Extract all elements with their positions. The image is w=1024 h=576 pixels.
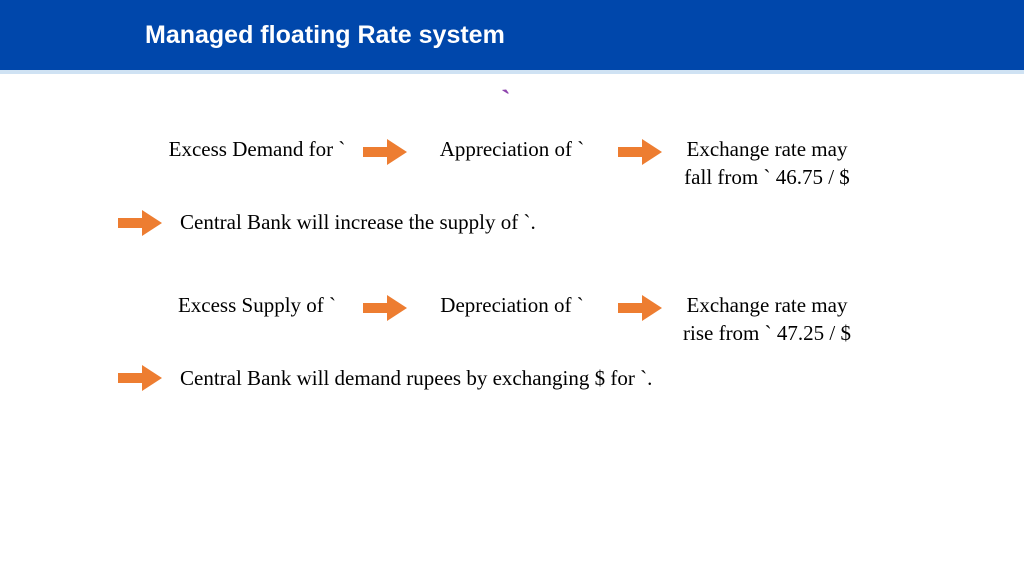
conclusion-row-1: Central Bank will increase the supply of… <box>0 210 1024 236</box>
flow2-conclusion: Central Bank will demand rupees by excha… <box>180 366 652 391</box>
arrow-icon <box>357 291 412 321</box>
arrow-icon <box>115 365 165 391</box>
flow1-conclusion: Central Bank will increase the supply of… <box>180 210 536 235</box>
flow1-box3: Exchange rate may fall from ` 46.75 / $ <box>677 135 857 192</box>
flow2-box1: Excess Supply of ` <box>167 291 347 319</box>
arrow-icon <box>612 291 667 321</box>
arrow-icon <box>357 135 412 165</box>
slide-header: Managed floating Rate system <box>0 0 1024 70</box>
accent-glyph: ` <box>501 85 513 118</box>
conclusion-row-2: Central Bank will demand rupees by excha… <box>0 365 1024 391</box>
flow2-box2: Depreciation of ` <box>422 291 602 319</box>
flow-row-2: Excess Supply of ` Depreciation of ` Exc… <box>0 291 1024 348</box>
slide-title: Managed floating Rate system <box>145 21 505 50</box>
flow1-box2: Appreciation of ` <box>422 135 602 163</box>
header-underline <box>0 70 1024 74</box>
flow1-box1: Excess Demand for ` <box>167 135 347 163</box>
content-area: Excess Demand for ` Appreciation of ` Ex… <box>0 135 1024 391</box>
flow2-box3: Exchange rate may rise from ` 47.25 / $ <box>677 291 857 348</box>
arrow-icon <box>612 135 667 165</box>
flow-row-1: Excess Demand for ` Appreciation of ` Ex… <box>0 135 1024 192</box>
arrow-icon <box>115 210 165 236</box>
